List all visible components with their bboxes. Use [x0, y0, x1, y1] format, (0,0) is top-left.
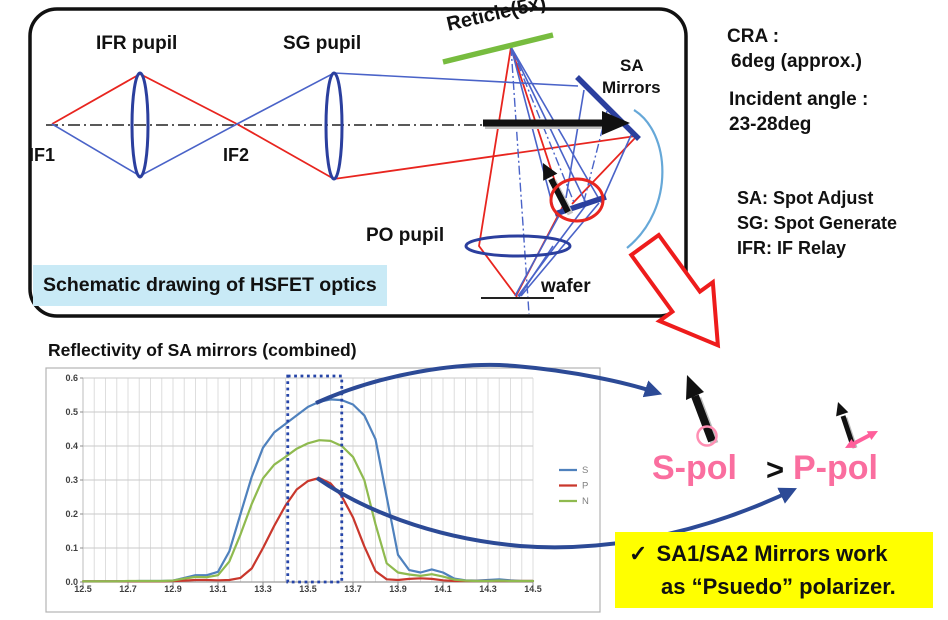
po-lens	[464, 234, 572, 258]
circled-arrow	[543, 163, 605, 223]
axis-arrow	[483, 111, 630, 135]
label-ifr-pupil: IFR pupil	[96, 33, 178, 54]
abbr-sg: SG: Spot Generate	[737, 213, 898, 233]
label-sa-mirrors: Mirrors	[602, 78, 661, 97]
y-tick-label: 0.1	[65, 543, 78, 553]
note-line-1-text: SA1/SA2 Mirrors work	[656, 541, 888, 566]
chart-series	[81, 398, 535, 583]
cra-value: 6deg (approx.)	[731, 51, 862, 72]
note-line-2: as “Psuedo” polarizer.	[661, 574, 896, 599]
sa-mirror-upper	[575, 75, 641, 141]
callout-arrow-p	[315, 476, 797, 550]
x-tick-label: 12.5	[74, 584, 92, 594]
blue-ray-sa-2	[600, 132, 633, 204]
x-tick-label: 12.7	[119, 584, 137, 594]
s-pol-text: S-pol	[652, 449, 737, 487]
x-tick-label: 12.9	[164, 584, 182, 594]
legend-label-P: P	[582, 481, 588, 492]
label-if2: IF2	[223, 145, 250, 165]
label-if1: IF1	[29, 145, 56, 165]
label-sa: SA	[620, 56, 644, 75]
s-pol-arrow	[686, 375, 719, 447]
sg-lens	[324, 71, 344, 181]
greater-than-text: >	[766, 452, 785, 487]
s-pol-circle	[696, 425, 718, 447]
y-tick-label: 0.6	[65, 373, 78, 383]
reticle-line	[442, 32, 554, 65]
ifr-lens	[130, 71, 150, 179]
circled-arrow-head	[543, 163, 558, 181]
x-tick-label: 14.5	[524, 584, 542, 594]
abbr-ifr: IFR: IF Relay	[737, 238, 847, 258]
chart-highlight-box	[286, 374, 344, 584]
chart-frame	[45, 367, 601, 613]
x-tick-label: 14.1	[434, 584, 452, 594]
red-ray-reticle-wafer	[478, 46, 518, 298]
y-tick-label: 0.4	[65, 441, 78, 451]
chart-tick-labels: 12.5 12.7 12.9 13.1 13.3 13.5 13.7 13.9 14.1 14.3…	[65, 373, 541, 594]
red-block-arrow-shape	[628, 232, 721, 349]
p-pol-double-arrow-head-left	[845, 439, 857, 448]
red-highlight-ellipse	[549, 177, 605, 223]
p-pol-text: P-pol	[793, 449, 878, 487]
label-po-pupil: PO pupil	[366, 225, 445, 246]
chief-ray-center	[510, 46, 530, 315]
cra-label: CRA :	[727, 26, 780, 47]
schematic-caption: Schematic drawing of HSFET optics	[33, 265, 387, 306]
label-sg-pupil: SG pupil	[283, 33, 362, 54]
sa-mirror-lower	[554, 194, 607, 217]
axis-arrow-head	[602, 111, 630, 135]
note-line-1: ✓ SA1/SA2 Mirrors work	[615, 532, 933, 570]
abbr-sa: SA: Spot Adjust	[737, 188, 874, 208]
p-pol-double-arrow	[845, 431, 878, 448]
p-pol-double-arrow-head-right	[866, 431, 878, 440]
conclusion-note: ✓ SA1/SA2 Mirrors work as “Psuedo” polari…	[615, 532, 933, 608]
x-tick-label: 14.3	[479, 584, 497, 594]
incident-angle-label: Incident angle :	[729, 89, 869, 110]
y-tick-label: 0.3	[65, 475, 78, 485]
x-tick-label: 13.7	[344, 584, 362, 594]
y-tick-label: 0.0	[65, 577, 78, 587]
s-pol-arrow-head	[686, 375, 704, 400]
x-tick-label: 13.1	[209, 584, 227, 594]
legend-label-N: N	[582, 496, 589, 507]
schematic-border	[28, 7, 688, 318]
chart-legend: SPN	[559, 465, 589, 507]
chief-ray-sa	[583, 110, 608, 202]
blue-ray-wafer-1	[514, 202, 567, 297]
blue-ray-main	[51, 72, 579, 177]
p-pol-double-arrow-shaft	[851, 432, 872, 447]
y-tick-label: 0.2	[65, 509, 78, 519]
incident-angle-value: 23-28deg	[729, 114, 812, 135]
y-tick-label: 0.5	[65, 407, 78, 417]
rotation-arc	[626, 109, 664, 249]
reflectivity-chart: 12.5 12.7 12.9 13.1 13.3 13.5 13.7 13.9 14.1 14.3…	[45, 367, 601, 613]
legend-label-S: S	[582, 465, 588, 476]
highlight-dotted-box	[286, 374, 344, 584]
p-pol-arrow-head	[836, 402, 849, 417]
chart-title: Reflectivity of SA mirrors (combined)	[48, 340, 357, 360]
x-tick-label: 13.9	[389, 584, 407, 594]
series-line-N	[81, 439, 535, 583]
circled-arrow-shaft	[548, 177, 571, 214]
p-pol-arrow	[836, 402, 878, 449]
blue-dashdot-rays	[510, 46, 608, 315]
checkmark-icon: ✓	[629, 541, 648, 566]
optics-schematic	[28, 7, 688, 318]
x-tick-label: 13.5	[299, 584, 317, 594]
label-wafer: wafer	[541, 276, 591, 297]
callout-arrow-s	[315, 362, 663, 405]
s-pol-arrow-shaft	[691, 394, 716, 443]
x-tick-label: 13.3	[254, 584, 272, 594]
red-block-arrow	[628, 232, 721, 349]
